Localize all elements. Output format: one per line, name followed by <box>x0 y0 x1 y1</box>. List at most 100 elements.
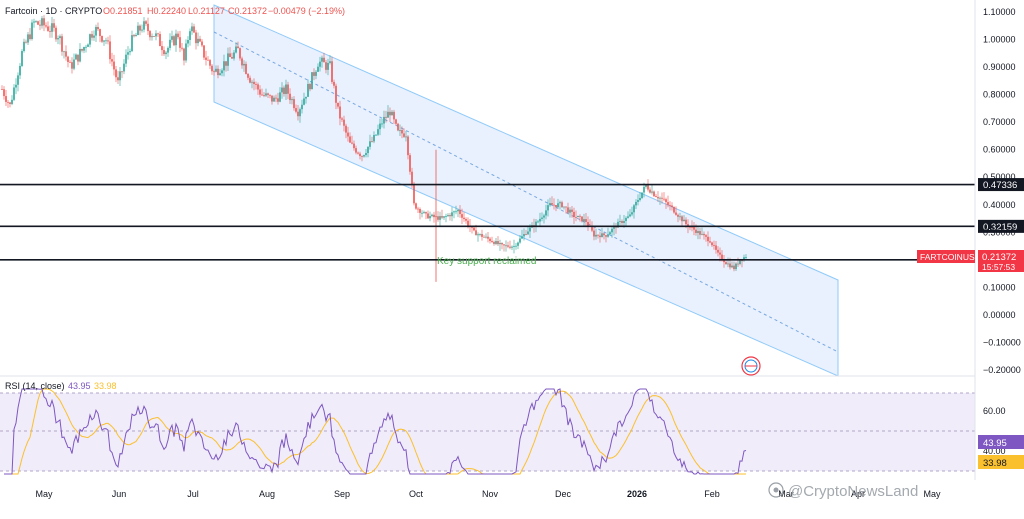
candle-body <box>323 57 325 63</box>
candle-body <box>443 216 445 218</box>
candle-body <box>421 212 423 214</box>
candle-body <box>635 201 637 206</box>
candle-body <box>349 136 351 143</box>
time-axis[interactable]: May Jun Jul Aug Sep Oct Nov Dec 2026 Feb Mar Apr May <box>35 489 941 499</box>
candle-body <box>363 155 365 157</box>
candle-body <box>573 211 575 218</box>
candle-body <box>111 59 113 62</box>
candle-body <box>629 214 631 217</box>
candle-body <box>381 123 383 125</box>
price-tick-9: 0.10000 <box>983 282 1016 292</box>
rsi-title-value: 43.95 <box>68 381 91 391</box>
candle-body <box>723 259 725 263</box>
time-label-jul: Jul <box>187 489 199 499</box>
candle-body <box>433 214 435 218</box>
candle-body <box>543 215 545 218</box>
candle-body <box>229 53 231 57</box>
candle-body <box>117 77 119 81</box>
candle-body <box>1 89 3 90</box>
candle-body <box>743 257 745 261</box>
candle-body <box>219 73 221 76</box>
price-tick-3: 0.80000 <box>983 90 1016 100</box>
candle-body <box>361 156 363 157</box>
candle-body <box>165 52 167 55</box>
candle-body <box>489 238 491 241</box>
candle-body <box>99 29 101 37</box>
rsi-value-badge-text: 43.95 <box>983 438 1007 449</box>
candle-body <box>13 87 15 100</box>
candle-body <box>355 148 357 153</box>
time-label-aug: Aug <box>259 489 275 499</box>
candle-body <box>137 25 139 36</box>
candle-body <box>703 233 705 236</box>
symbol-legend[interactable]: Fartcoin · 1D · CRYPTO O0.21851 H0.22240… <box>5 6 345 16</box>
candle-body <box>207 59 209 61</box>
candle-body <box>183 48 185 61</box>
candle-body <box>397 123 399 131</box>
candle-body <box>667 202 669 205</box>
candle-body <box>81 48 83 51</box>
candle-body <box>529 227 531 232</box>
candle-body <box>607 234 609 237</box>
level-label-0: 0.47336 <box>983 180 1017 191</box>
candle-body <box>581 216 583 222</box>
candle-body <box>523 234 525 237</box>
candle-body <box>539 218 541 222</box>
candle-body <box>467 220 469 226</box>
candle-body <box>555 204 557 208</box>
legend-symbol[interactable]: Fartcoin · 1D · CRYPTO <box>5 6 102 16</box>
candle-body <box>695 229 697 233</box>
candlestick-series <box>1 15 747 282</box>
price-tick-11: −0.10000 <box>983 337 1021 347</box>
candle-body <box>313 72 315 76</box>
candle-body <box>213 71 215 73</box>
rsi-line <box>4 388 747 475</box>
candle-body <box>425 212 427 214</box>
price-tick-6: 0.50000 <box>983 172 1016 182</box>
legend-close: C0.21372 <box>228 6 267 16</box>
candle-body <box>551 203 553 205</box>
price-tick-5: 0.60000 <box>983 145 1016 155</box>
candle-body <box>83 47 85 51</box>
candle-body <box>479 234 481 235</box>
candle-body <box>499 243 501 245</box>
candle-body <box>471 226 473 228</box>
candle-body <box>405 136 407 138</box>
rsi-title[interactable]: RSI (14, close) <box>5 381 65 391</box>
price-axis[interactable]: 1.10000 1.00000 0.90000 0.80000 0.70000 0.600… <box>983 7 1021 375</box>
candle-body <box>159 34 161 47</box>
candle-body <box>65 51 67 57</box>
candle-body <box>473 227 475 231</box>
descending-channel[interactable] <box>213 4 839 377</box>
candle-body <box>647 184 649 190</box>
candle-body <box>609 232 611 235</box>
candle-body <box>209 60 211 66</box>
candle-body <box>711 242 713 246</box>
candle-body <box>535 221 537 227</box>
candle-body <box>737 263 739 265</box>
time-label-oct: Oct <box>409 489 424 499</box>
candle-body <box>177 33 179 38</box>
candle-body <box>309 84 311 90</box>
candle-body <box>565 206 567 208</box>
candle-body <box>563 206 565 208</box>
candle-body <box>11 99 13 104</box>
candle-body <box>57 38 59 40</box>
rsi-value-badge <box>978 435 1024 449</box>
candle-body <box>373 135 375 142</box>
candle-body <box>287 84 289 94</box>
time-label-jun: Jun <box>112 489 127 499</box>
candle-body <box>621 221 623 223</box>
candle-body <box>593 230 595 237</box>
candle-body <box>639 198 641 201</box>
candle-body <box>279 92 281 102</box>
watermark: @CryptoNewsLand <box>768 482 918 500</box>
candle-body <box>163 50 165 55</box>
candle-body <box>603 233 605 236</box>
rsi-title-ma-value: 33.98 <box>94 381 117 391</box>
candle-body <box>509 246 511 248</box>
candle-body <box>67 56 69 62</box>
candle-body <box>637 200 639 202</box>
level-badge-1 <box>978 219 1024 233</box>
